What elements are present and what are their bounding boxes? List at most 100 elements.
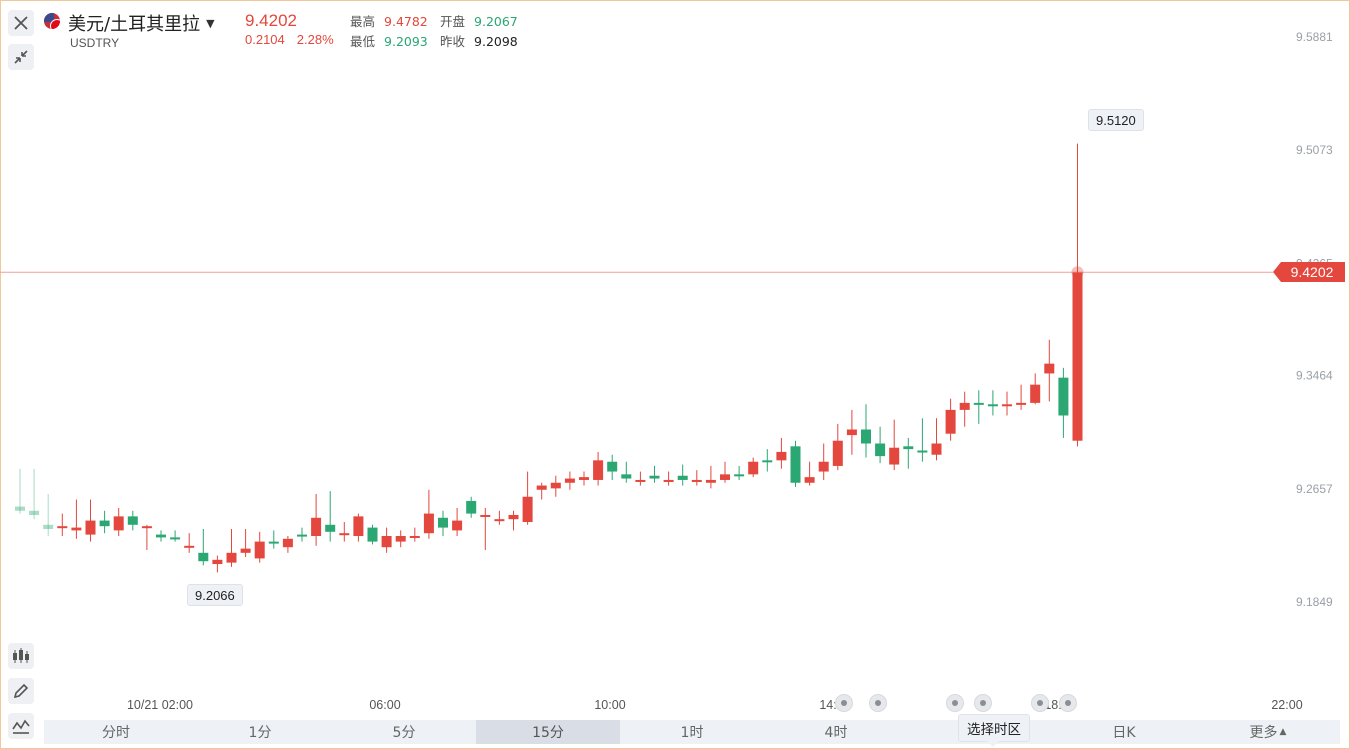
draw-pencil-icon <box>13 683 29 699</box>
candle-body <box>381 535 392 548</box>
tab-timeframe-day[interactable]: 日K <box>1112 725 1136 741</box>
candle-body <box>282 538 293 548</box>
tab-timeframe-intraday[interactable]: 分时 <box>102 725 130 741</box>
timezone-tooltip[interactable]: 选择时区 <box>958 714 1030 747</box>
last-price: 9.4202 <box>245 11 297 30</box>
candle-body <box>550 482 561 489</box>
candle-body <box>931 443 942 455</box>
candle-body <box>790 446 801 483</box>
collapse-button[interactable] <box>8 44 34 70</box>
candle-body <box>959 402 970 410</box>
candle-body <box>170 537 181 540</box>
close-button[interactable] <box>8 10 34 36</box>
candle-body <box>734 474 745 477</box>
candle-body <box>832 440 843 466</box>
candle-body <box>226 552 237 563</box>
candle-body <box>917 450 928 453</box>
close-icon <box>14 16 28 30</box>
candle-body <box>705 479 716 483</box>
candle-body <box>240 548 251 553</box>
candle-type-button[interactable] <box>8 643 34 669</box>
more-timeframes-button[interactable]: 更多 ▲ <box>1196 720 1340 744</box>
candle-body <box>15 506 25 511</box>
change-value: 0.2104 <box>245 32 285 47</box>
y-tick-label: 9.2657 <box>1296 482 1333 496</box>
candle-body <box>1030 384 1041 403</box>
tab-timeframe-15m[interactable]: 15分 <box>476 720 620 744</box>
candle-body <box>156 534 166 538</box>
candle-body <box>1016 402 1027 405</box>
more-label: 更多 <box>1249 725 1278 741</box>
candle-body <box>945 409 956 434</box>
candle-body <box>621 474 632 479</box>
instrument-selector[interactable]: 美元/土耳其里拉 ▼ <box>68 10 215 36</box>
candle-body <box>57 526 68 529</box>
stat-value: 9.2098 <box>474 34 518 49</box>
stat-label: 最高 <box>350 14 376 29</box>
candle-type-icon <box>13 648 29 663</box>
y-tick-label: 9.5073 <box>1296 143 1333 157</box>
candle-body <box>1002 404 1012 407</box>
candle-body <box>607 461 618 472</box>
tab-timeframe-1h[interactable]: 1时 <box>680 725 704 741</box>
event-marker[interactable] <box>835 694 853 712</box>
candle-body <box>663 479 674 482</box>
stat-high: 最高 9.4782 <box>350 11 428 30</box>
candle-body <box>367 527 378 542</box>
candle-body <box>804 477 815 483</box>
instrument-symbol: USDTRY <box>70 36 120 50</box>
tab-timeframe-1m[interactable]: 1分 <box>248 725 272 741</box>
candle-body <box>1072 272 1083 441</box>
candle-body <box>748 461 759 475</box>
candle-body <box>409 535 420 538</box>
last-price-tag: 9.4202 <box>1273 262 1345 282</box>
candle-body <box>438 517 448 528</box>
y-tick-label: 9.5881 <box>1296 30 1333 44</box>
candle-body <box>268 541 279 544</box>
candle-body <box>776 451 787 461</box>
event-marker[interactable] <box>946 694 964 712</box>
us-tr-flag-icon <box>44 13 60 29</box>
candle-body <box>325 524 336 532</box>
candle-body <box>395 535 406 542</box>
y-tick-label: 9.1849 <box>1296 595 1333 609</box>
price-change: 0.2104 2.28% <box>245 32 334 47</box>
last-price-dot <box>1071 266 1084 279</box>
candle-body <box>43 524 54 529</box>
event-marker[interactable] <box>1031 694 1049 712</box>
candle-body <box>635 479 646 482</box>
candle-body <box>973 402 984 405</box>
candle-body <box>889 447 900 465</box>
candle-body <box>536 485 547 490</box>
event-marker[interactable] <box>869 694 887 712</box>
candle-body <box>198 552 209 562</box>
indicator-button[interactable] <box>8 713 34 739</box>
candle-body <box>522 496 533 522</box>
candle-body <box>846 429 857 436</box>
candle-body <box>579 477 589 480</box>
candle-body <box>113 516 124 531</box>
candle-body <box>353 516 364 536</box>
caret-up-icon: ▲ <box>1279 727 1287 737</box>
candle-body <box>141 526 152 529</box>
candle-body <box>677 475 688 480</box>
candle-body <box>452 520 463 531</box>
stat-value: 9.2093 <box>384 34 428 49</box>
candle-body <box>311 517 322 536</box>
x-tick-label: 06:00 <box>369 698 400 712</box>
stat-value: 9.4782 <box>384 14 428 29</box>
tab-timeframe-5m[interactable]: 5分 <box>392 725 416 741</box>
collapse-icon <box>14 50 28 64</box>
event-marker[interactable] <box>974 694 992 712</box>
candle-body <box>423 513 434 534</box>
event-marker[interactable] <box>1059 694 1077 712</box>
stat-label: 最低 <box>350 34 376 49</box>
max-price-callout: 9.5120 <box>1088 109 1144 131</box>
candle-body <box>466 500 477 514</box>
candle-body <box>1058 377 1069 416</box>
tab-timeframe-4h[interactable]: 4时 <box>824 725 848 741</box>
draw-button[interactable] <box>8 678 34 704</box>
candle-body <box>691 479 702 482</box>
